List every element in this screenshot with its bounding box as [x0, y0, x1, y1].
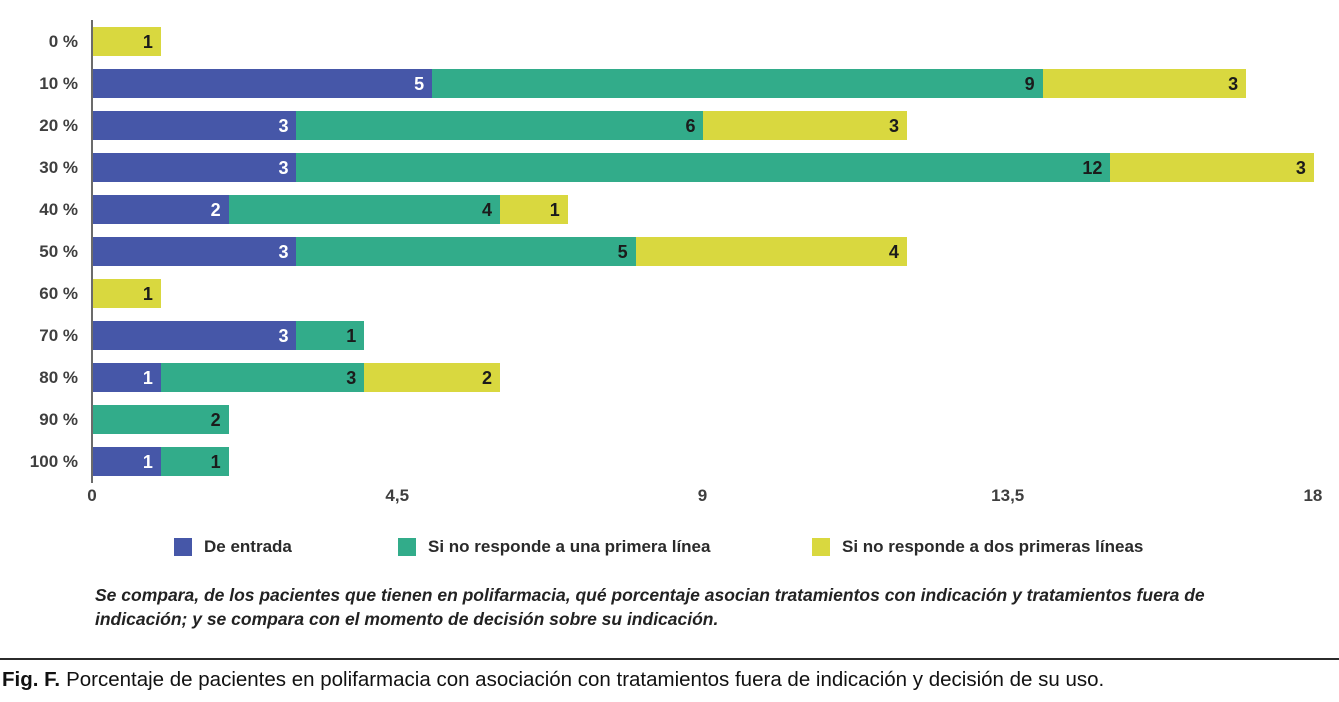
bar-segment: 2 — [93, 195, 229, 224]
bar-segment: 4 — [228, 195, 500, 224]
bar-segment: 2 — [364, 363, 500, 392]
bar-value-label: 3 — [888, 115, 899, 136]
bar-segment: 1 — [93, 279, 161, 308]
x-tick-label: 18 — [1303, 486, 1323, 505]
bar-segment: 1 — [160, 447, 229, 476]
y-axis-line — [91, 20, 93, 483]
x-tick-label: 9 — [697, 486, 708, 505]
bar-segment: 1 — [296, 321, 365, 350]
bar-segment: 3 — [93, 153, 297, 182]
bar-value-label: 3 — [346, 367, 357, 388]
category-label: 50 % — [39, 242, 78, 261]
bar-value-label: 3 — [278, 241, 289, 262]
bar-value-label: 1 — [142, 31, 153, 52]
bar-value-label: 3 — [278, 115, 289, 136]
bar-value-label: 1 — [142, 283, 153, 304]
legend-item: Si no responde a una primera línea — [398, 537, 710, 557]
bar-segment: 1 — [499, 195, 568, 224]
bar-value-label: 3 — [278, 157, 289, 178]
bar-segment: 3 — [1042, 69, 1247, 98]
category-label: 10 % — [39, 74, 78, 93]
x-tick-label: 4,5 — [385, 486, 410, 505]
bar-value-label: 1 — [142, 451, 153, 472]
bar-value-label: 12 — [1082, 157, 1103, 178]
legend-swatch — [174, 538, 192, 556]
bar-value-label: 3 — [278, 325, 289, 346]
bar-segment: 3 — [703, 111, 907, 140]
bar-segment: 3 — [1110, 153, 1314, 182]
bar-value-label: 2 — [481, 367, 492, 388]
category-label: 70 % — [39, 326, 78, 345]
bar-segment: 3 — [93, 321, 297, 350]
category-label: 30 % — [39, 158, 78, 177]
bar-segment: 12 — [296, 153, 1111, 182]
bar-value-label: 5 — [414, 73, 425, 94]
figure-label: Fig. F. — [2, 668, 61, 691]
bar-value-label: 2 — [210, 409, 221, 430]
bar-value-label: 4 — [888, 241, 899, 262]
bar-segment: 1 — [93, 27, 161, 56]
bar-value-label: 1 — [210, 451, 221, 472]
bar-value-label: 3 — [1295, 157, 1306, 178]
bar-value-label: 6 — [685, 115, 696, 136]
figure-caption: Fig. F. Porcentaje de pacientes en polifa… — [0, 658, 1339, 692]
x-tick-label: 0 — [87, 486, 97, 505]
bar-value-label: 1 — [346, 325, 357, 346]
category-label: 100 % — [29, 452, 78, 471]
category-label: 0 % — [48, 32, 78, 51]
bar-value-label: 1 — [142, 367, 153, 388]
bar-segment: 3 — [160, 363, 365, 392]
legend-item: De entrada — [174, 537, 292, 557]
bar-value-label: 1 — [549, 199, 560, 220]
bar-segment: 3 — [93, 111, 297, 140]
bar-value-label: 2 — [210, 199, 221, 220]
bar-segment: 4 — [635, 237, 907, 266]
legend-item: Si no responde a dos primeras líneas — [812, 537, 1143, 557]
category-label: 40 % — [39, 200, 78, 219]
legend-label: Si no responde a una primera línea — [428, 537, 711, 556]
bar-segment: 2 — [93, 405, 229, 434]
bar-segment: 1 — [93, 447, 161, 476]
x-tick-label: 13,5 — [991, 486, 1025, 505]
bar-segment: 5 — [93, 69, 433, 98]
bar-value-label: 9 — [1024, 73, 1035, 94]
chart-note: Se compara, de los pacientes que tienen … — [95, 585, 1205, 629]
legend-label: De entrada — [204, 537, 292, 556]
category-label: 90 % — [39, 410, 78, 429]
bar-segment: 9 — [432, 69, 1043, 98]
bar-segment: 6 — [296, 111, 704, 140]
bar-value-label: 4 — [481, 199, 492, 220]
legend-label: Si no responde a dos primeras líneas — [842, 537, 1144, 556]
legend-swatch — [812, 538, 830, 556]
bar-value-label: 3 — [1228, 73, 1239, 94]
bar-segment: 5 — [296, 237, 636, 266]
category-label: 20 % — [39, 116, 78, 135]
category-label: 60 % — [39, 284, 78, 303]
bar-segment: 3 — [93, 237, 297, 266]
legend-swatch — [398, 538, 416, 556]
bar-value-label: 5 — [617, 241, 628, 262]
bar-segment: 1 — [93, 363, 161, 392]
category-label: 80 % — [39, 368, 78, 387]
figure-caption-text: Porcentaje de pacientes en polifarmacia … — [66, 668, 1105, 691]
